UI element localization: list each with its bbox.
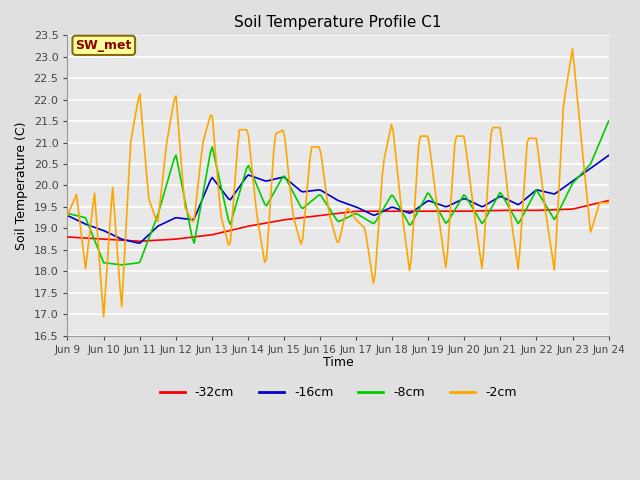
Title: Soil Temperature Profile C1: Soil Temperature Profile C1 <box>234 15 442 30</box>
Y-axis label: Soil Temperature (C): Soil Temperature (C) <box>15 121 28 250</box>
Legend: -32cm, -16cm, -8cm, -2cm: -32cm, -16cm, -8cm, -2cm <box>155 382 522 405</box>
X-axis label: Time: Time <box>323 356 353 369</box>
Text: SW_met: SW_met <box>76 39 132 52</box>
